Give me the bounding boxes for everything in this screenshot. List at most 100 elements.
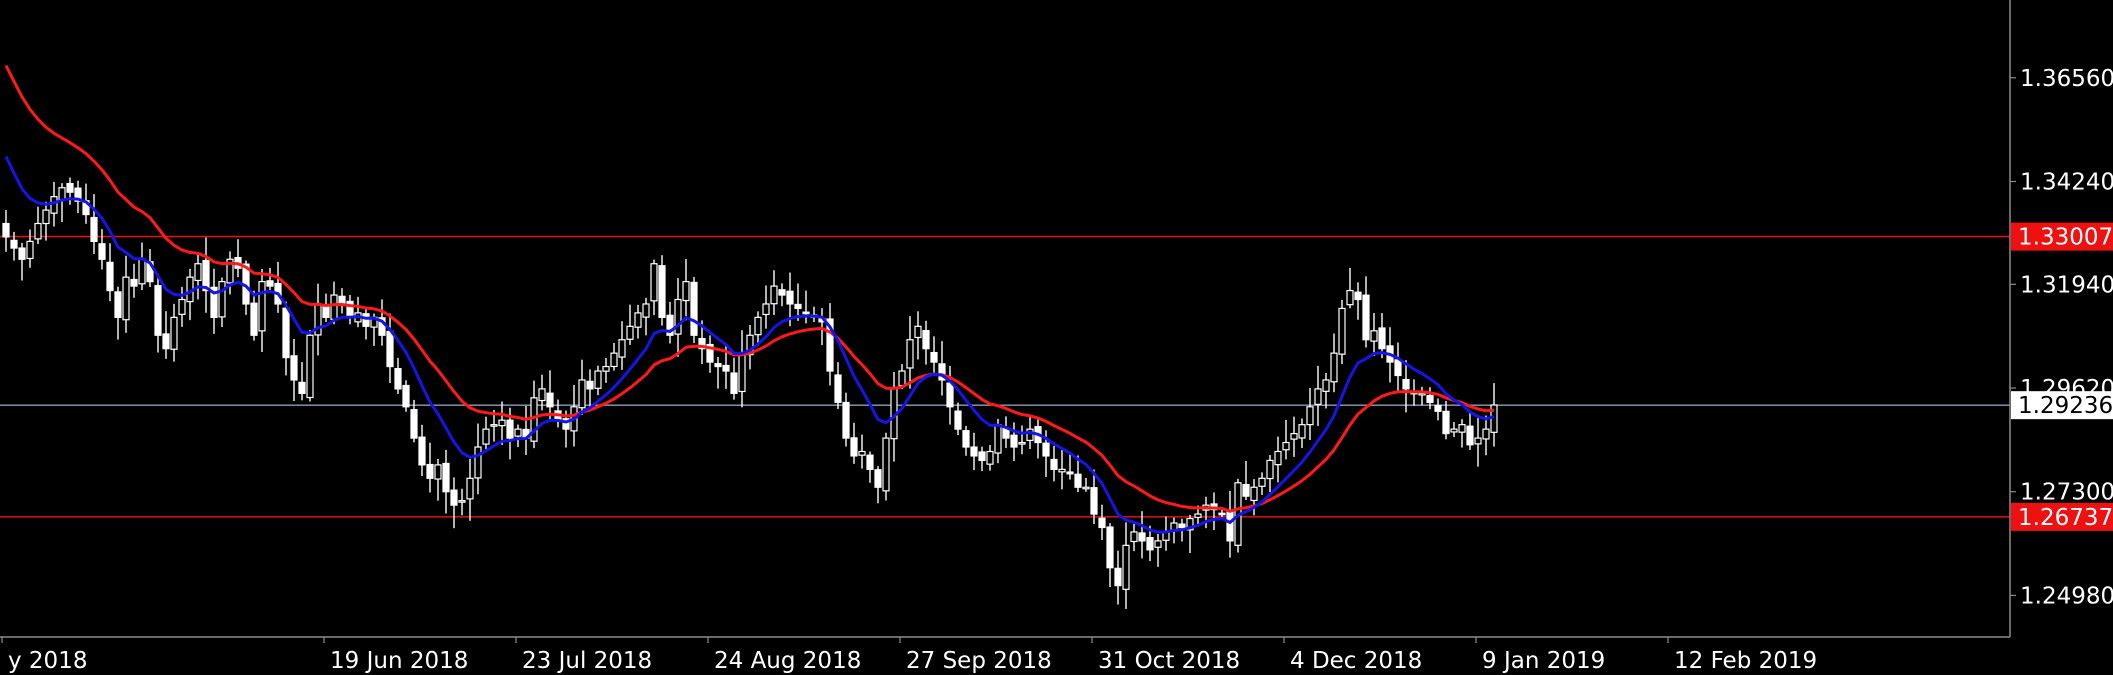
candle xyxy=(474,423,482,495)
candle-body xyxy=(18,247,26,260)
candle xyxy=(850,422,858,464)
candle-body xyxy=(610,352,618,368)
candle xyxy=(610,342,618,371)
candle-body xyxy=(834,374,842,403)
candle-body xyxy=(34,222,42,240)
candle-body xyxy=(1194,513,1202,519)
candle-body xyxy=(106,261,114,292)
candle-body xyxy=(154,285,162,336)
candle-body xyxy=(1290,433,1298,440)
candle-body xyxy=(1218,512,1226,516)
candle xyxy=(26,229,34,268)
candle xyxy=(1378,313,1386,359)
candle-body xyxy=(458,500,466,503)
candle xyxy=(802,290,810,324)
candle-body xyxy=(346,300,354,318)
candle xyxy=(1362,276,1370,348)
candle xyxy=(578,359,586,415)
candle xyxy=(1370,313,1378,356)
candle-body xyxy=(1250,486,1258,502)
candle xyxy=(658,255,666,326)
candle-body xyxy=(1186,517,1194,531)
candle-body xyxy=(978,451,986,462)
candle xyxy=(778,283,786,307)
ma-slow-line xyxy=(4,64,1495,513)
candle-body xyxy=(1146,537,1154,551)
candle xyxy=(930,336,938,374)
candle-body xyxy=(826,318,834,372)
candle-body xyxy=(394,368,402,390)
current-price-badge: 1.29236 xyxy=(2011,391,2113,420)
candle xyxy=(938,341,946,396)
candle xyxy=(1114,550,1122,605)
candle-body xyxy=(338,295,346,305)
price-tick-label: 1.24980 xyxy=(2020,583,2113,609)
candle-body xyxy=(778,289,786,296)
candle xyxy=(1106,523,1114,588)
candle-body xyxy=(714,363,722,368)
candle xyxy=(1050,445,1058,482)
time-tick-label: 4 Dec 2018 xyxy=(1290,648,1422,674)
candle xyxy=(458,488,466,516)
candle-body xyxy=(330,294,338,320)
candle xyxy=(650,259,658,316)
candle xyxy=(1402,360,1410,413)
candle xyxy=(1082,477,1090,492)
candle xyxy=(914,311,922,360)
candle-body xyxy=(882,437,890,492)
candle-body xyxy=(802,311,810,315)
candle xyxy=(602,357,610,383)
candle-body xyxy=(1050,458,1058,470)
candle xyxy=(874,466,882,504)
candle-body xyxy=(698,337,706,350)
candle-body xyxy=(90,216,98,242)
candle-body xyxy=(26,240,34,260)
candle-body xyxy=(1306,406,1314,426)
candle-body xyxy=(770,285,778,305)
candle xyxy=(418,424,426,477)
candle xyxy=(642,297,650,336)
candle xyxy=(1290,416,1298,457)
candle xyxy=(114,286,122,340)
price-tick-label: 1.36560 xyxy=(2020,66,2113,92)
candle xyxy=(402,380,410,412)
candle-body xyxy=(954,410,962,430)
candle xyxy=(426,442,434,493)
candle xyxy=(1266,454,1274,493)
time-tick-label: y 2018 xyxy=(8,648,87,674)
candle-body xyxy=(938,363,946,381)
candle xyxy=(1146,525,1154,562)
candle xyxy=(674,278,682,357)
candle-body xyxy=(202,259,210,292)
candle-body xyxy=(466,477,474,500)
candle xyxy=(986,445,994,471)
candle xyxy=(722,346,730,389)
axes xyxy=(0,0,2011,638)
candle-body xyxy=(930,351,938,363)
candle xyxy=(362,308,370,340)
candle-body xyxy=(738,352,746,393)
horizontal-levels[interactable] xyxy=(0,235,2010,518)
candle xyxy=(42,201,50,241)
candle-body xyxy=(1402,378,1410,390)
candle xyxy=(962,425,970,456)
ma-fast-line xyxy=(4,155,1495,534)
candle-body xyxy=(482,428,490,445)
candle-body xyxy=(1010,434,1018,448)
candle xyxy=(298,362,306,401)
candle-body xyxy=(258,281,266,332)
candle xyxy=(514,424,522,448)
candle xyxy=(34,206,42,244)
candle-body xyxy=(650,263,658,302)
candle xyxy=(1458,419,1466,448)
candle xyxy=(170,303,178,362)
candle-body xyxy=(498,419,506,427)
candle xyxy=(290,338,298,402)
price-tick-label: 1.34240 xyxy=(2020,169,2113,195)
candle xyxy=(546,370,554,421)
candle-body xyxy=(562,418,570,430)
price-tick-label: 1.27300 xyxy=(2020,480,2113,506)
candle xyxy=(1450,422,1458,437)
candle xyxy=(482,416,490,450)
